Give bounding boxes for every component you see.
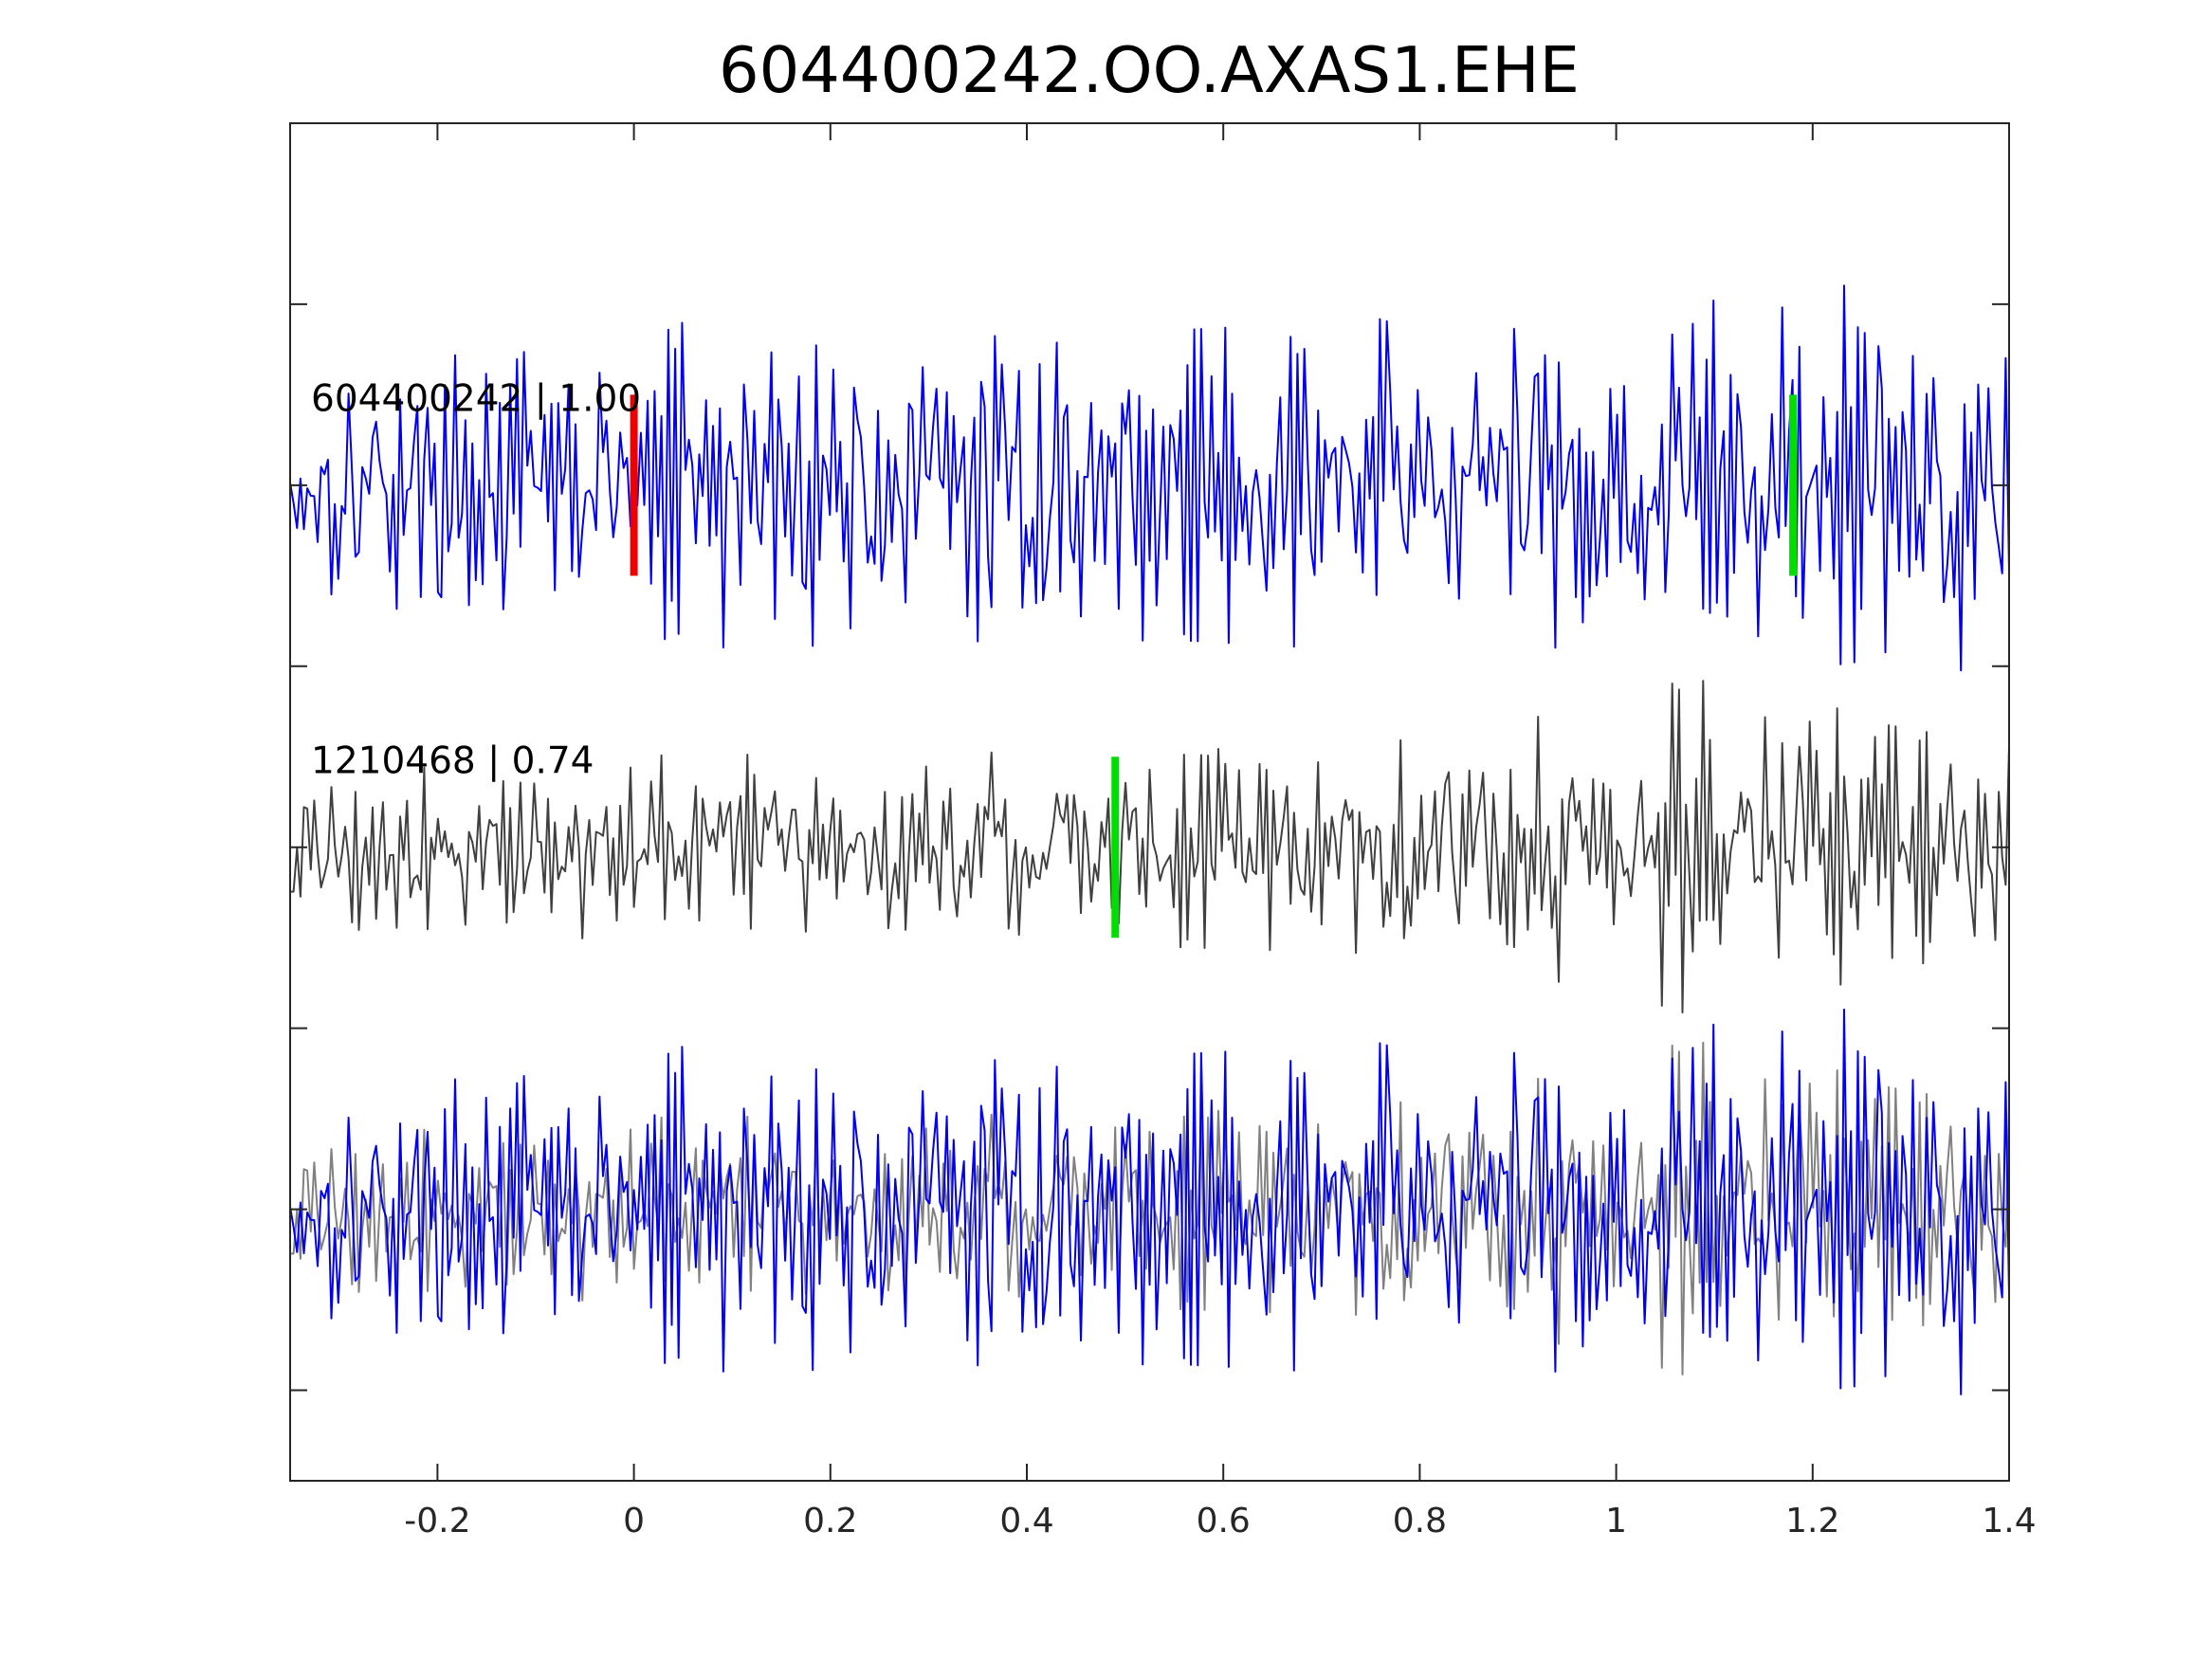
- trace-label-1: 604400242 | 1.00: [311, 378, 641, 421]
- x-tick-label: 0: [623, 1502, 645, 1540]
- axes-frame: [289, 122, 2010, 1482]
- x-tick-label: 1.4: [1982, 1502, 2036, 1540]
- x-tick-label: -0.2: [404, 1502, 470, 1540]
- trace-label-2: 1210468 | 0.74: [311, 739, 594, 782]
- plot-area: 604400242 | 1.00 1210468 | 0.74: [289, 284, 2010, 1395]
- x-tick-label: 0.4: [999, 1502, 1053, 1540]
- x-tick-label: 0.6: [1197, 1502, 1251, 1540]
- waveform-trace-1: [289, 284, 2010, 672]
- axis-ticks: -0.2 0 0.2 0.4 0.6 0.8 1 1.2 1.4: [290, 123, 2037, 1540]
- x-tick-label: 1.2: [1785, 1502, 1839, 1540]
- x-tick-label: 0.8: [1393, 1502, 1447, 1540]
- waveform-trace-2: [289, 680, 2010, 1013]
- x-tick-label: 0.2: [803, 1502, 857, 1540]
- overlay-trace-1: [289, 1008, 2010, 1395]
- chart-title: 604400242.OO.AXAS1.EHE: [719, 33, 1580, 107]
- x-tick-label: 1: [1605, 1502, 1627, 1540]
